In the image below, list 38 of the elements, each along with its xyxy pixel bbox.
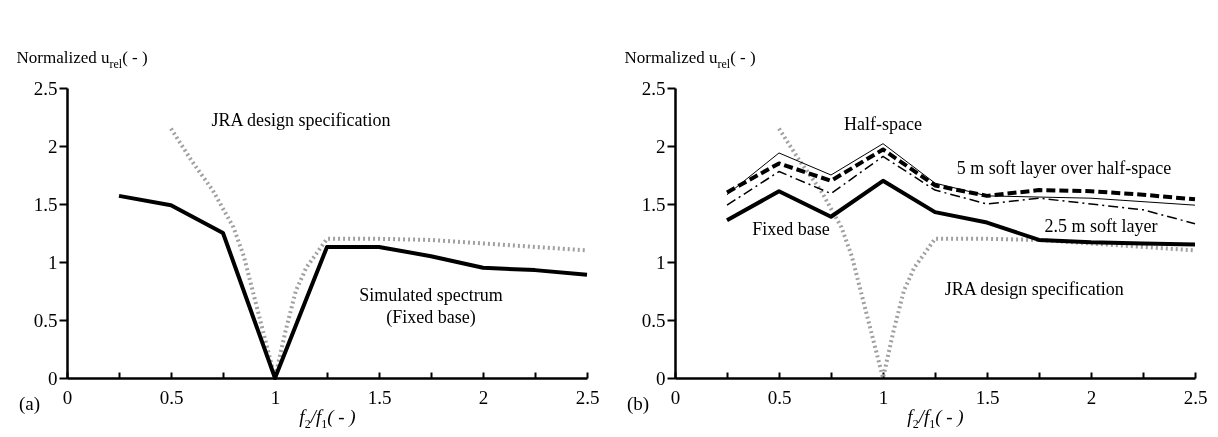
x-tick-label: 0: [670, 386, 681, 408]
text: (a): [19, 393, 41, 415]
x-axis-title: f$_{2}$/f$_{1}$( - ): [907, 405, 964, 431]
x-tick-label: 1.5: [367, 386, 392, 408]
series-label: 5 m soft layer over half-space: [956, 158, 1172, 179]
line-series: [725, 178, 1197, 247]
x-axis-title: f$_{2}$/f$_{1}$( - ): [299, 405, 356, 431]
x-tick-label: 0.5: [767, 386, 792, 408]
y-tick-label: 0.5: [641, 309, 666, 331]
y-tick-label: 0.5: [33, 309, 58, 331]
y-tick-label: 2: [48, 135, 58, 157]
x-tick-label: 1: [270, 386, 281, 408]
series-label: JRA design specification: [944, 278, 1124, 299]
y-tick-label: 2: [656, 135, 666, 157]
x-tick-label: 2.5: [1183, 386, 1208, 408]
x-tick-label: 2: [478, 386, 489, 408]
series-label: JRA design specification: [211, 109, 391, 130]
series-label: Half-space: [844, 113, 922, 134]
series-label: Simulated spectrum (Fixed base): [359, 285, 503, 329]
x-tick-label: 1: [878, 386, 889, 408]
y-axis-title: Normalized u$_{rel}$( - ): [16, 47, 148, 71]
x-tick-label: 1.5: [975, 386, 1000, 408]
x-tick-label: 2.5: [575, 386, 600, 408]
y-tick-label: 2.5: [641, 77, 666, 99]
y-tick-label: 1: [656, 251, 666, 273]
y-tick-label: 1: [48, 251, 58, 273]
series-label: 2.5 m soft layer: [1044, 216, 1158, 236]
text: (b): [627, 393, 650, 415]
x-tick-label: 0: [62, 386, 73, 408]
x-tick-label: 2: [1086, 386, 1097, 408]
y-tick-label: 1.5: [641, 193, 666, 215]
y-axis-title: Normalized u$_{rel}$( - ): [624, 47, 756, 71]
y-tick-label: 2.5: [33, 77, 58, 99]
series-label: Fixed base: [752, 219, 830, 240]
y-tick-label: 0: [656, 367, 666, 389]
x-tick-label: 0.5: [159, 386, 184, 408]
y-tick-label: 0: [48, 367, 58, 389]
y-tick-label: 1.5: [33, 193, 58, 215]
